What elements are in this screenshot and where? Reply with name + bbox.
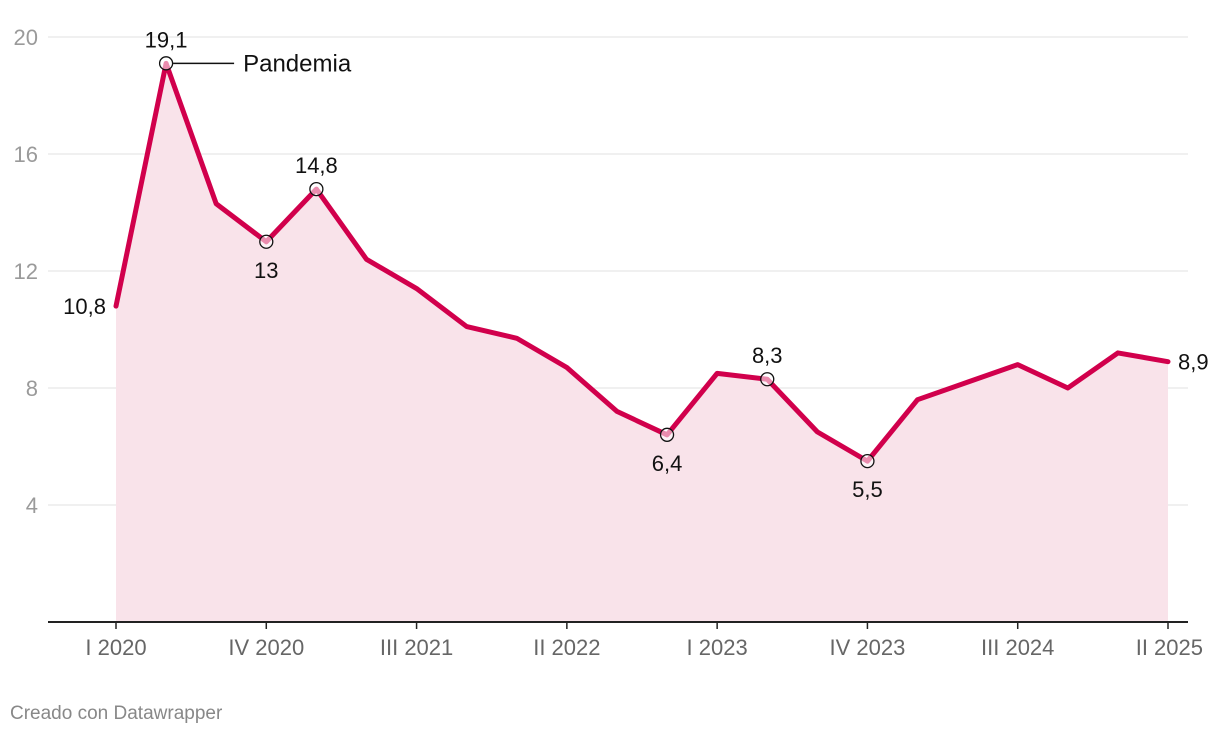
point-marker	[860, 453, 875, 469]
y-tick-label: 4	[26, 493, 38, 518]
data-label: 10,8	[63, 294, 106, 319]
data-label: 19,1	[145, 27, 188, 52]
x-tick-label: IV 2023	[830, 635, 906, 660]
credit-text: Creado con Datawrapper	[10, 703, 223, 724]
annotation: Pandemia	[173, 50, 352, 77]
point-markers	[158, 56, 875, 469]
x-tick-label: IV 2020	[228, 635, 304, 660]
data-label: 8,3	[752, 343, 783, 368]
y-tick-label: 20	[14, 25, 38, 50]
line-layer	[113, 60, 1171, 464]
area-layer	[116, 63, 1168, 622]
x-tick-label: I 2023	[687, 635, 748, 660]
point-marker	[760, 372, 775, 387]
x-tick-label: III 2024	[981, 635, 1054, 660]
x-tick-label: II 2022	[533, 635, 600, 660]
x-tick-label: II 2025	[1136, 635, 1203, 660]
y-axis-ticks: 4 8 12 16 20	[14, 25, 38, 518]
point-marker	[259, 234, 274, 249]
annotation-text: Pandemia	[243, 50, 352, 77]
data-label: 14,8	[295, 153, 338, 178]
data-label: 5,5	[852, 477, 883, 502]
y-tick-label: 16	[14, 142, 38, 167]
y-tick-label: 8	[26, 376, 38, 401]
x-tick-label: I 2020	[85, 635, 146, 660]
point-marker	[158, 56, 174, 71]
y-tick-label: 12	[14, 259, 38, 284]
series-line	[113, 60, 1171, 464]
data-label: 6,4	[652, 451, 683, 476]
data-label: 8,9	[1178, 350, 1209, 375]
x-tick-label: III 2021	[380, 635, 453, 660]
point-marker	[659, 427, 675, 442]
point-marker	[309, 181, 324, 197]
x-axis: I 2020 IV 2020 III 2021 II 2022 I 2023 IV 202…	[48, 621, 1203, 660]
data-label: 13	[254, 258, 278, 283]
area-fill	[116, 63, 1168, 622]
data-labels: 10,8 19,1 13 14,8 6,4 8,3 5,5 8,9	[63, 27, 1208, 502]
